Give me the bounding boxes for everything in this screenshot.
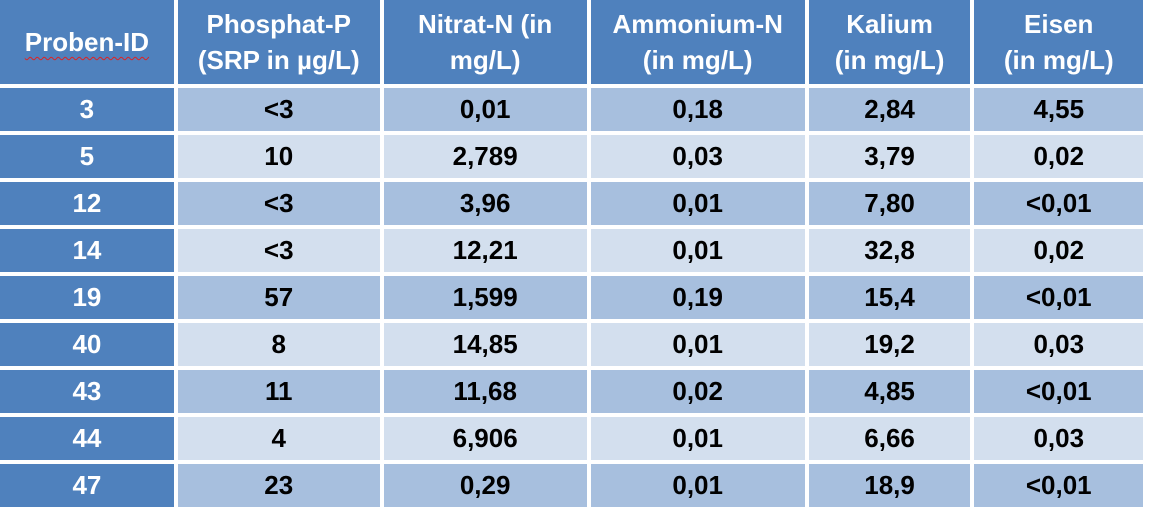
cell-proben-id: 43 — [0, 370, 174, 413]
cell-nitrat-n: 2,789 — [383, 135, 587, 178]
cell-ammonium-n: 0,01 — [590, 464, 805, 507]
cell-phosphat-p: 57 — [177, 276, 380, 319]
cell-eisen: <0,01 — [974, 276, 1143, 319]
cell-proben-id: 3 — [0, 88, 174, 131]
cell-eisen: 4,55 — [974, 88, 1143, 131]
cell-ammonium-n: 0,01 — [590, 229, 805, 272]
cell-proben-id: 44 — [0, 417, 174, 460]
header-line: (in mg/L) — [834, 45, 945, 75]
cell-proben-id: 19 — [0, 276, 174, 319]
table-row: 14 <3 12,21 0,01 32,8 0,02 — [0, 229, 1143, 272]
cell-kalium: 2,84 — [808, 88, 971, 131]
cell-kalium: 19,2 — [808, 323, 971, 366]
cell-ammonium-n: 0,02 — [590, 370, 805, 413]
cell-kalium: 7,80 — [808, 182, 971, 225]
table-row: 44 4 6,906 0,01 6,66 0,03 — [0, 417, 1143, 460]
cell-eisen: <0,01 — [974, 370, 1143, 413]
cell-proben-id: 40 — [0, 323, 174, 366]
cell-nitrat-n: 14,85 — [383, 323, 587, 366]
cell-nitrat-n: 11,68 — [383, 370, 587, 413]
cell-ammonium-n: 0,01 — [590, 417, 805, 460]
cell-eisen: 0,03 — [974, 417, 1143, 460]
cell-nitrat-n: 6,906 — [383, 417, 587, 460]
cell-kalium: 4,85 — [808, 370, 971, 413]
header-line: Proben-ID — [24, 27, 150, 57]
table-row: 47 23 0,29 0,01 18,9 <0,01 — [0, 464, 1143, 507]
cell-ammonium-n: 0,01 — [590, 182, 805, 225]
header-ammonium-n: Ammonium-N (in mg/L) — [590, 0, 805, 84]
cell-proben-id: 47 — [0, 464, 174, 507]
cell-eisen: 0,02 — [974, 229, 1143, 272]
header-line: Eisen — [1024, 9, 1094, 39]
cell-proben-id: 12 — [0, 182, 174, 225]
cell-phosphat-p: <3 — [177, 229, 380, 272]
cell-phosphat-p: 11 — [177, 370, 380, 413]
cell-nitrat-n: 0,01 — [383, 88, 587, 131]
header-line: Nitrat-N (in — [417, 9, 553, 39]
header-line: Phosphat-P — [206, 9, 351, 39]
header-proben-id: Proben-ID — [0, 0, 174, 84]
header-phosphat-p: Phosphat-P (SRP in µg/L) — [177, 0, 380, 84]
header-line: (in mg/L) — [642, 45, 753, 75]
cell-kalium: 18,9 — [808, 464, 971, 507]
header-line: (in mg/L) — [1003, 45, 1114, 75]
header-line: mg/L) — [449, 45, 521, 75]
cell-kalium: 3,79 — [808, 135, 971, 178]
table-row: 12 <3 3,96 0,01 7,80 <0,01 — [0, 182, 1143, 225]
cell-proben-id: 5 — [0, 135, 174, 178]
table-row: 19 57 1,599 0,19 15,4 <0,01 — [0, 276, 1143, 319]
cell-eisen: <0,01 — [974, 464, 1143, 507]
table-row: 3 <3 0,01 0,18 2,84 4,55 — [0, 88, 1143, 131]
table-row: 40 8 14,85 0,01 19,2 0,03 — [0, 323, 1143, 366]
table-row: 5 10 2,789 0,03 3,79 0,02 — [0, 135, 1143, 178]
header-row: Proben-ID Phosphat-P (SRP in µg/L) Nitra… — [0, 0, 1143, 84]
cell-eisen: <0,01 — [974, 182, 1143, 225]
cell-phosphat-p: 4 — [177, 417, 380, 460]
header-line: (SRP in µg/L) — [197, 45, 360, 75]
cell-ammonium-n: 0,01 — [590, 323, 805, 366]
header-kalium: Kalium (in mg/L) — [808, 0, 971, 84]
cell-kalium: 6,66 — [808, 417, 971, 460]
cell-eisen: 0,03 — [974, 323, 1143, 366]
cell-phosphat-p: 8 — [177, 323, 380, 366]
cell-phosphat-p: <3 — [177, 88, 380, 131]
cell-phosphat-p: <3 — [177, 182, 380, 225]
cell-kalium: 32,8 — [808, 229, 971, 272]
table-body: 3 <3 0,01 0,18 2,84 4,55 5 10 2,789 0,03 3,79 0,02 1… — [0, 88, 1143, 507]
cell-ammonium-n: 0,03 — [590, 135, 805, 178]
cell-proben-id: 14 — [0, 229, 174, 272]
cell-ammonium-n: 0,18 — [590, 88, 805, 131]
cell-nitrat-n: 12,21 — [383, 229, 587, 272]
header-eisen: Eisen (in mg/L) — [974, 0, 1143, 84]
table-row: 43 11 11,68 0,02 4,85 <0,01 — [0, 370, 1143, 413]
cell-nitrat-n: 0,29 — [383, 464, 587, 507]
cell-ammonium-n: 0,19 — [590, 276, 805, 319]
cell-nitrat-n: 3,96 — [383, 182, 587, 225]
cell-phosphat-p: 10 — [177, 135, 380, 178]
header-line: Kalium — [846, 9, 933, 39]
cell-eisen: 0,02 — [974, 135, 1143, 178]
header-nitrat-n: Nitrat-N (in mg/L) — [383, 0, 587, 84]
cell-phosphat-p: 23 — [177, 464, 380, 507]
cell-kalium: 15,4 — [808, 276, 971, 319]
header-line: Ammonium-N — [612, 9, 783, 39]
cell-nitrat-n: 1,599 — [383, 276, 587, 319]
